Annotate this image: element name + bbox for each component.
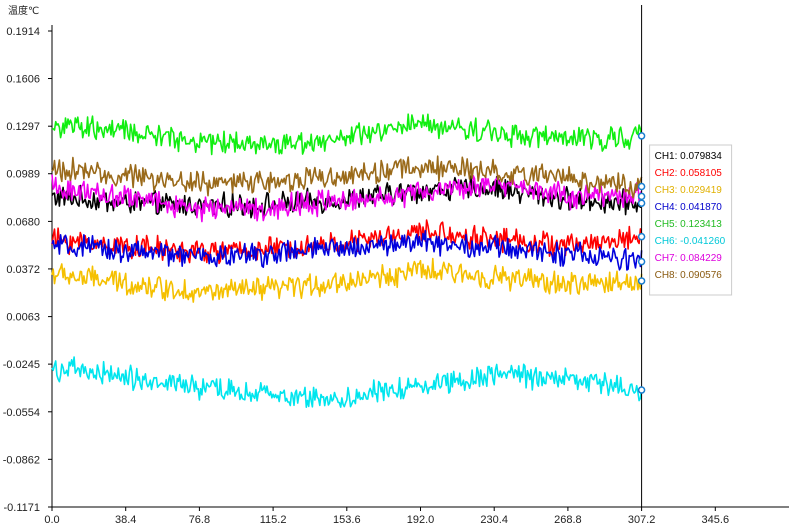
y-tick-label: 0.0989	[6, 169, 40, 181]
x-tick-label: 192.0	[407, 514, 435, 526]
series-line-ch5	[51, 113, 643, 156]
legend-entry-ch6: CH6: -0.041260	[655, 236, 726, 247]
cursor-marker-ch5	[637, 132, 646, 140]
legend-entry-ch8: CH8: 0.090576	[655, 270, 723, 281]
cursor-marker-ch7	[637, 192, 646, 201]
x-tick-label: 0.0	[44, 514, 59, 526]
legend-entry-ch1: CH1: 0.079834	[655, 151, 723, 162]
series-line-ch6	[51, 356, 643, 409]
cursor-marker-ch4	[637, 257, 646, 266]
x-tick-label: 230.4	[480, 514, 508, 526]
x-tick-label: 153.6	[333, 514, 361, 526]
cursor-marker-ch6	[637, 386, 646, 394]
x-tick-label: 76.8	[189, 514, 210, 526]
series-line-ch7	[51, 174, 643, 223]
y-tick-label: 0.0063	[6, 312, 40, 324]
cursor-marker-ch8	[637, 182, 646, 191]
legend-entry-ch4: CH4: 0.041870	[655, 202, 723, 213]
series-layer	[51, 113, 643, 409]
legend-entry-ch7: CH7: 0.084229	[655, 253, 723, 264]
x-tick-label: 268.8	[554, 514, 582, 526]
cursor-marker-ch3	[637, 277, 646, 285]
y-unit-label: 温度℃	[8, 4, 39, 17]
legend-box	[649, 144, 733, 296]
y-tick-label: 0.1297	[6, 121, 40, 133]
y-tick-label: 0.1606	[6, 74, 40, 86]
y-tick-label: 0.1914	[6, 26, 40, 38]
y-tick-label: 0.0372	[6, 264, 40, 276]
x-tick-label: 115.2	[260, 514, 287, 526]
cursor-marker-ch2	[637, 232, 646, 241]
y-tick-label: -0.0862	[3, 454, 40, 466]
y-tick-label: -0.0245	[3, 359, 40, 371]
series-line-ch8	[51, 155, 643, 199]
legend-entry-ch2: CH2: 0.058105	[655, 168, 723, 179]
cursor-marker-ch1	[637, 199, 646, 207]
x-tick-label: 38.4	[115, 514, 136, 526]
series-line-ch2	[51, 219, 643, 265]
y-tick-label: 0.0680	[6, 216, 40, 228]
series-line-ch1	[51, 175, 643, 219]
y-tick-label: -0.0554	[3, 407, 40, 419]
x-tick-label: 307.2	[628, 514, 656, 526]
legend-entry-ch3: CH3: 0.029419	[655, 185, 723, 196]
cursor-layer[interactable]	[637, 5, 646, 507]
axes: 0.19140.16060.12970.09890.06800.03720.00…	[3, 25, 789, 526]
series-line-ch3	[51, 257, 643, 303]
y-tick-label: -0.1171	[4, 502, 41, 514]
cursor-readout-legend: CH1: 0.079834 CH2: 0.058105 CH3: 0.029419 C…	[649, 144, 733, 296]
legend-entry-ch5: CH5: 0.123413	[655, 219, 723, 230]
x-tick-label: 345.6	[702, 514, 730, 526]
series-line-ch4	[51, 230, 643, 271]
